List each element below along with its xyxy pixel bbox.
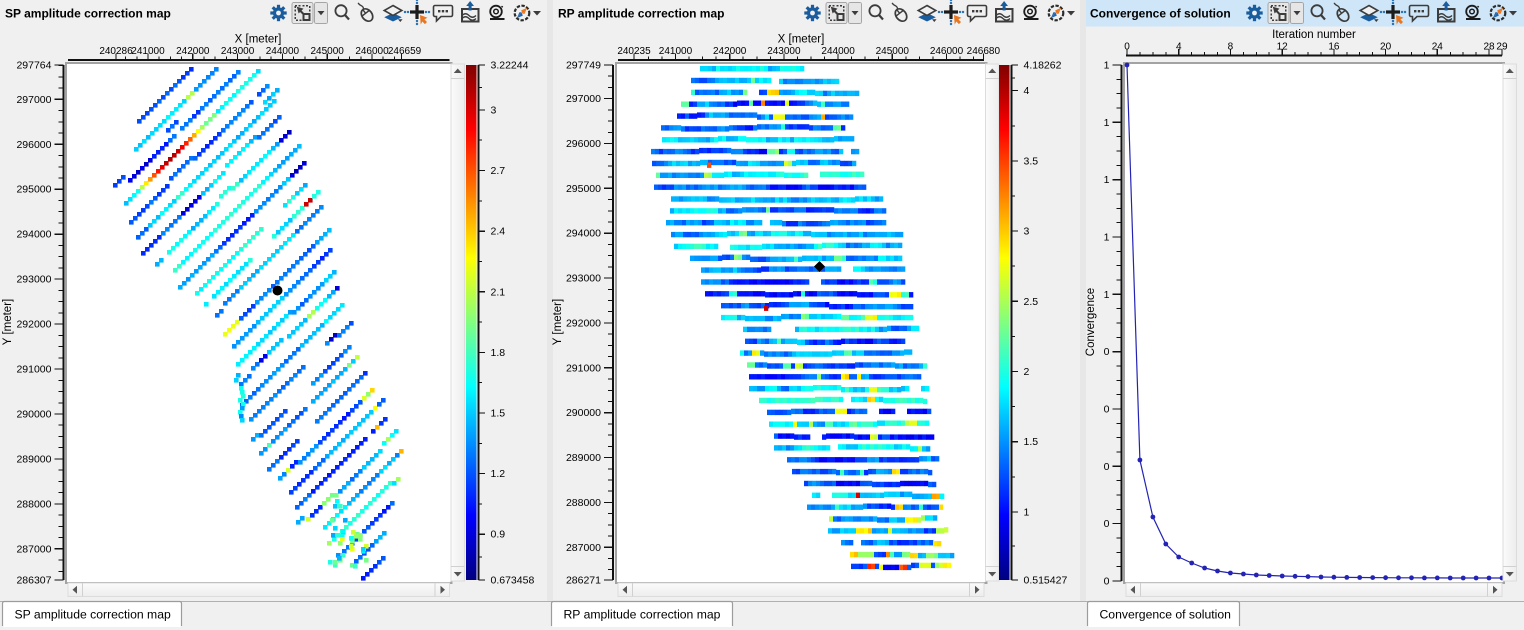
svg-text:242000: 242000	[713, 46, 747, 57]
svg-text:0.673458: 0.673458	[491, 575, 535, 587]
svg-text:2.5: 2.5	[1024, 296, 1039, 308]
svg-text:0: 0	[1104, 461, 1110, 473]
svg-text:291000: 291000	[566, 362, 601, 374]
svg-text:20: 20	[1380, 42, 1392, 53]
svg-text:3: 3	[491, 104, 497, 116]
svg-text:X [meter]: X [meter]	[778, 34, 825, 46]
svg-text:242000: 242000	[176, 46, 210, 57]
svg-text:286307: 286307	[16, 575, 51, 587]
svg-text:297764: 297764	[16, 60, 51, 72]
svg-text:16: 16	[1328, 42, 1340, 53]
svg-text:4: 4	[1176, 42, 1182, 53]
svg-text:286271: 286271	[566, 575, 601, 587]
svg-text:241000: 241000	[131, 46, 165, 57]
svg-text:289000: 289000	[16, 453, 51, 465]
svg-text:Convergence of solution: Convergence of solution	[1100, 608, 1231, 622]
svg-text:0: 0	[1104, 346, 1110, 358]
svg-text:2.1: 2.1	[491, 286, 506, 298]
svg-text:0.515427: 0.515427	[1024, 575, 1068, 587]
svg-text:29: 29	[1496, 42, 1508, 53]
svg-text:290000: 290000	[16, 408, 51, 420]
svg-text:245000: 245000	[311, 46, 345, 57]
svg-text:SP amplitude correction map: SP amplitude correction map	[15, 608, 171, 622]
svg-text:246000: 246000	[355, 46, 389, 57]
svg-text:297000: 297000	[16, 94, 51, 106]
svg-text:3.22244: 3.22244	[491, 60, 529, 72]
svg-text:246659: 246659	[388, 46, 422, 57]
svg-text:0.9: 0.9	[491, 529, 506, 541]
svg-text:292000: 292000	[566, 317, 601, 329]
svg-text:1: 1	[1104, 289, 1110, 301]
svg-text:4: 4	[1024, 85, 1030, 97]
svg-text:245000: 245000	[876, 46, 910, 57]
svg-text:0: 0	[1104, 575, 1110, 587]
svg-text:297749: 297749	[566, 60, 601, 72]
svg-text:3: 3	[1024, 226, 1030, 238]
svg-text:Convergence: Convergence	[1085, 288, 1097, 356]
svg-text:RP amplitude correction map: RP amplitude correction map	[558, 7, 724, 21]
svg-text:287000: 287000	[566, 542, 601, 554]
svg-text:243000: 243000	[767, 46, 801, 57]
svg-text:246680: 246680	[967, 46, 1001, 57]
svg-text:293000: 293000	[566, 273, 601, 285]
svg-text:297000: 297000	[566, 93, 601, 105]
svg-text:1.8: 1.8	[491, 347, 506, 359]
svg-text:295000: 295000	[16, 184, 51, 196]
svg-text:295000: 295000	[566, 183, 601, 195]
svg-text:1: 1	[1104, 231, 1110, 243]
svg-text:1.5: 1.5	[491, 408, 506, 420]
svg-text:2: 2	[1024, 366, 1030, 378]
svg-text:1: 1	[1104, 174, 1110, 186]
svg-text:1.2: 1.2	[491, 468, 506, 480]
svg-text:1: 1	[1024, 506, 1030, 518]
svg-text:296000: 296000	[566, 138, 601, 150]
svg-text:24: 24	[1432, 42, 1444, 53]
svg-text:296000: 296000	[16, 139, 51, 151]
svg-text:X [meter]: X [meter]	[235, 34, 282, 46]
svg-text:240235: 240235	[617, 46, 651, 57]
svg-text:4.18262: 4.18262	[1024, 60, 1062, 72]
svg-text:243000: 243000	[221, 46, 255, 57]
svg-text:288000: 288000	[16, 498, 51, 510]
svg-text:0: 0	[1124, 42, 1130, 53]
svg-text:1.5: 1.5	[1024, 436, 1039, 448]
svg-text:294000: 294000	[16, 229, 51, 241]
svg-text:1: 1	[1104, 60, 1110, 72]
svg-text:RP amplitude correction map: RP amplitude correction map	[564, 608, 721, 622]
svg-text:2.7: 2.7	[491, 165, 506, 177]
svg-text:241000: 241000	[659, 46, 693, 57]
svg-text:246000: 246000	[930, 46, 964, 57]
svg-text:287000: 287000	[16, 543, 51, 555]
svg-text:244000: 244000	[266, 46, 300, 57]
svg-text:293000: 293000	[16, 274, 51, 286]
svg-text:290000: 290000	[566, 407, 601, 419]
svg-text:244000: 244000	[821, 46, 855, 57]
svg-text:288000: 288000	[566, 497, 601, 509]
svg-text:0: 0	[1104, 403, 1110, 415]
svg-text:3.5: 3.5	[1024, 155, 1039, 167]
svg-text:Iteration number: Iteration number	[1272, 29, 1356, 41]
svg-text:0: 0	[1104, 518, 1110, 530]
svg-text:Convergence of solution: Convergence of solution	[1090, 7, 1231, 21]
svg-text:294000: 294000	[566, 228, 601, 240]
svg-text:12: 12	[1277, 42, 1289, 53]
svg-text:2.4: 2.4	[491, 226, 506, 238]
svg-text:1: 1	[1104, 117, 1110, 129]
svg-text:Y [meter]: Y [meter]	[2, 299, 14, 345]
svg-text:292000: 292000	[16, 319, 51, 331]
svg-text:SP amplitude correction map: SP amplitude correction map	[5, 7, 171, 21]
svg-text:Y [meter]: Y [meter]	[552, 299, 564, 345]
svg-text:8: 8	[1228, 42, 1234, 53]
svg-text:289000: 289000	[566, 452, 601, 464]
svg-text:291000: 291000	[16, 364, 51, 376]
svg-text:240286: 240286	[99, 46, 133, 57]
svg-text:28: 28	[1483, 42, 1495, 53]
